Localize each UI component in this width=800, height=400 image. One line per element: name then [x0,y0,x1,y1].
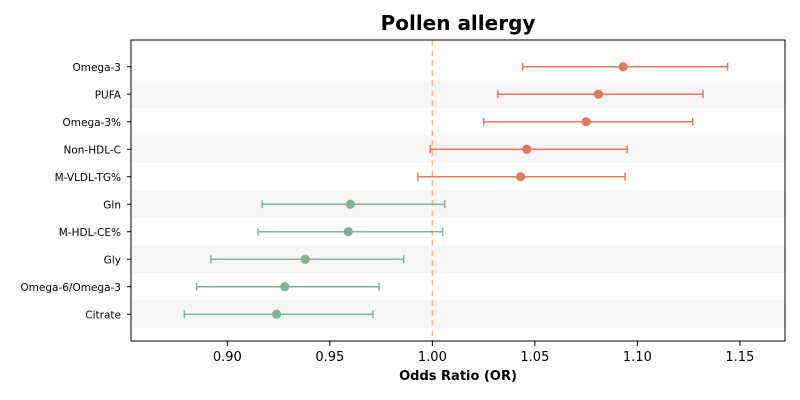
row-pufa [497,89,704,99]
x-tick-label: 1.15 [725,350,754,365]
or-point [593,89,604,99]
y-tick-label: M-HDL-CE% [59,227,121,239]
row-m-hdl-ce- [257,227,444,237]
chart-title: Pollen allergy [381,11,536,35]
or-point [300,254,310,264]
y-tick-label: Citrate [85,309,121,321]
y-tick-label: Omega-6/Omega-3 [20,282,121,294]
x-axis-label: Odds Ratio (OR) [399,369,517,384]
row-gln [261,199,446,209]
or-point [581,117,591,127]
or-point [280,282,290,292]
y-tick-label: Omega-3 [72,62,121,74]
y-tick-label: PUFA [95,89,122,101]
x-tick-label: 1.10 [623,350,652,365]
x-tick-label: 1.05 [520,350,549,365]
plot-frame [130,39,786,342]
y-tick-label: Non-HDL-C [64,144,122,156]
row-citrate [183,309,374,319]
x-tick-label: 0.95 [315,350,344,365]
or-point [618,62,628,72]
y-tick-label: Omega-3% [63,117,122,129]
y-tick-label: Gly [104,254,121,266]
x-tick-label: 1.00 [418,350,447,365]
y-tick-label: M-VLDL-TG% [55,172,121,184]
data-rows [183,62,729,319]
row-bands [131,80,785,328]
or-point [522,144,532,154]
y-tick-label: Gln [103,199,121,211]
row-omega-3- [482,117,694,127]
or-point [343,227,353,237]
row-gly [210,254,405,264]
row-non-hdl-c [429,144,628,154]
row-band [131,190,785,218]
or-point [271,309,282,319]
row-omega-6-omega-3 [195,282,380,292]
y-axis-labels: Omega-3 PUFA Omega-3% Non-HDL-C M-VLDL-TG% Gl… [20,62,131,321]
or-point [515,172,526,182]
row-omega-3 [521,62,729,72]
or-point [345,199,355,209]
row-m-vldl-tg- [417,172,626,182]
x-axis-ticks: 0.90 0.95 1.00 1.05 1.10 1.15 [213,341,754,365]
x-tick-label: 0.90 [213,350,242,365]
